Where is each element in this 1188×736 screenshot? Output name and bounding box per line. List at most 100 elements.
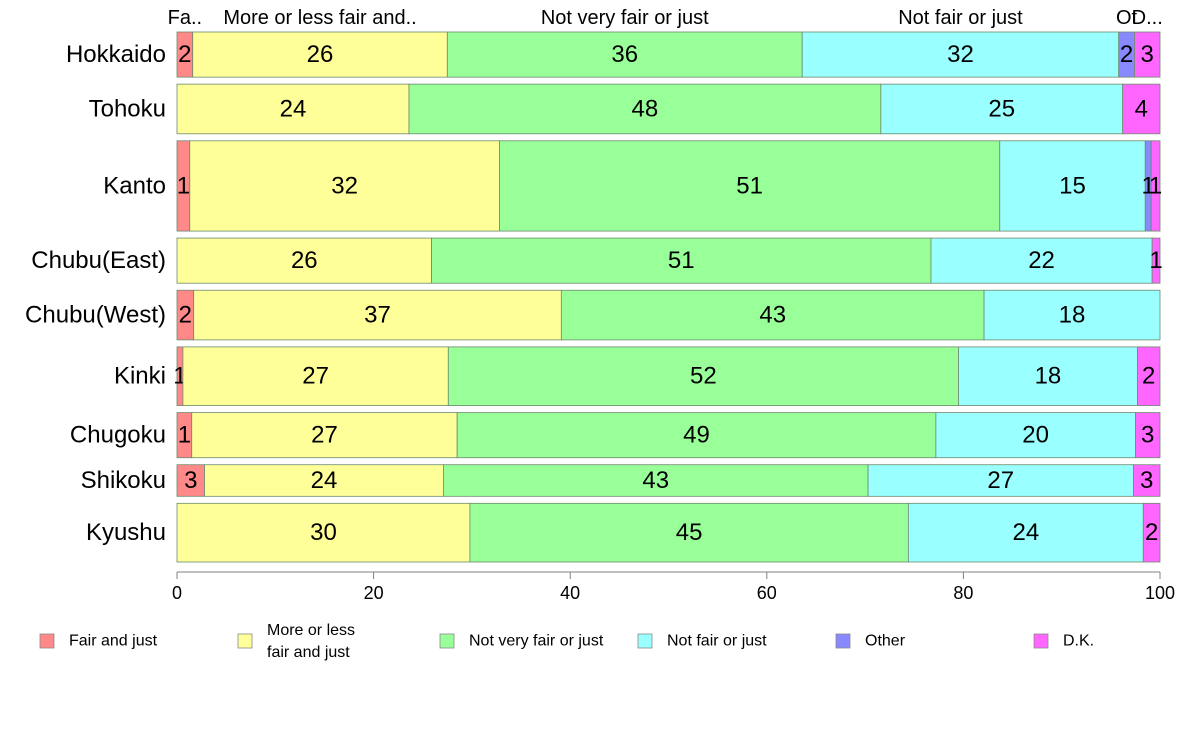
data-label: 26 — [307, 41, 334, 68]
data-label: 43 — [642, 467, 669, 494]
data-label: 36 — [611, 41, 638, 68]
data-label: 3 — [184, 467, 197, 494]
x-axis: 0 20 40 60 80 100 — [172, 571, 1175, 603]
bar-segment-not-fair-or-just — [999, 140, 1146, 232]
data-label: 18 — [1059, 302, 1086, 329]
bar-segment-not-very-fair-or-just — [456, 412, 937, 459]
tick-label: 40 — [560, 583, 580, 603]
data-label: 26 — [291, 247, 318, 274]
data-label: 51 — [668, 247, 695, 274]
legend-item-more-or-less-fair-and-just: More or less fair and just — [237, 622, 355, 661]
legend-swatch — [835, 633, 851, 649]
data-label: 15 — [1059, 172, 1086, 199]
row-shikoku: Shikoku 3 24 43 27 3 — [81, 464, 1161, 497]
data-label: 24 — [311, 467, 338, 494]
tick-label: 100 — [1145, 583, 1175, 603]
tick-label: 60 — [757, 583, 777, 603]
bar-segment-d-k — [1150, 140, 1161, 232]
row-kyushu: Kyushu 30 45 24 2 — [86, 502, 1161, 563]
legend-item-not-fair-or-just: Not fair or just — [637, 633, 767, 650]
bar-segment-fair-and-just — [176, 464, 205, 497]
bar-segment-not-fair-or-just — [867, 464, 1134, 497]
data-label: 2 — [1145, 519, 1158, 546]
column-label: More or less fair and.. — [223, 7, 416, 29]
legend-swatch — [1033, 633, 1049, 649]
category-label: Tohoku — [89, 95, 166, 122]
row-hokkaido: Hokkaido 2 26 36 32 2 3 — [66, 31, 1161, 78]
bar-segment-more-or-less-fair-and-just — [176, 83, 410, 135]
bar-segment-not-fair-or-just — [801, 31, 1120, 78]
data-label: 3 — [1141, 41, 1154, 68]
bar-segment-not-very-fair-or-just — [408, 83, 882, 135]
legend-label: Not very fair or just — [469, 633, 604, 650]
legend-label: Not fair or just — [667, 633, 767, 650]
legend-item-other: Other — [835, 633, 906, 650]
data-label: 32 — [947, 41, 974, 68]
bar-segment-d-k — [1134, 31, 1161, 78]
bar-segment-not-very-fair-or-just — [442, 464, 869, 497]
bar-segment-more-or-less-fair-and-just — [182, 346, 449, 406]
data-label: 2 — [1120, 41, 1133, 68]
legend-swatch — [439, 633, 455, 649]
data-label: 25 — [988, 95, 1015, 122]
bar-segment-d-k — [1151, 237, 1161, 284]
legend-swatch — [39, 633, 55, 649]
data-label: 4 — [1135, 95, 1148, 122]
column-label: Not very fair or just — [541, 7, 709, 29]
tick-label: 20 — [364, 583, 384, 603]
data-label: 22 — [1028, 247, 1055, 274]
bar-segment-not-very-fair-or-just — [499, 140, 1001, 232]
category-label: Kyushu — [86, 519, 166, 546]
data-label: 1 — [177, 172, 190, 199]
category-label: Shikoku — [81, 467, 166, 494]
data-label: 2 — [179, 302, 192, 329]
data-label: 24 — [280, 95, 307, 122]
bar-segment-not-very-fair-or-just — [447, 346, 959, 406]
data-label: 1 — [178, 422, 191, 449]
bar-segment-more-or-less-fair-and-just — [176, 237, 432, 284]
row-kinki: Kinki 1 27 52 18 2 — [114, 346, 1161, 406]
data-label: 27 — [987, 467, 1014, 494]
bar-segment-not-very-fair-or-just — [431, 237, 932, 284]
data-label: 32 — [331, 172, 358, 199]
legend: Fair and just More or less fair and just No… — [39, 622, 1094, 661]
data-label: 3 — [1140, 467, 1153, 494]
bar-segment-not-very-fair-or-just — [560, 289, 985, 341]
bar-segment-more-or-less-fair-and-just — [204, 464, 444, 497]
bar-segment-not-fair-or-just — [935, 412, 1136, 459]
legend-swatch — [237, 633, 253, 649]
legend-label: Fair and just — [69, 633, 158, 650]
data-label: 37 — [364, 302, 391, 329]
bar-segment-more-or-less-fair-and-just — [189, 140, 500, 232]
bar-segment-more-or-less-fair-and-just — [191, 412, 458, 459]
bar-segment-d-k — [1135, 412, 1161, 459]
category-label: Chugoku — [70, 422, 166, 449]
row-kanto: Kanto 1 32 51 15 11 — [103, 140, 1162, 232]
data-label: 27 — [302, 363, 329, 390]
data-label: 2 — [1142, 363, 1155, 390]
column-label: Not fair or just — [898, 7, 1023, 29]
legend-item-fair-and-just: Fair and just — [39, 633, 158, 650]
bar-segment-d-k — [1133, 464, 1161, 497]
legend-label: Other — [865, 633, 906, 650]
legend-swatch — [637, 633, 653, 649]
category-label: Chubu(West) — [25, 302, 166, 329]
data-label: 48 — [632, 95, 659, 122]
data-label: 49 — [683, 422, 710, 449]
tick-label: 80 — [953, 583, 973, 603]
data-label: 2 — [178, 41, 191, 68]
data-label: 43 — [759, 302, 786, 329]
category-label: Chubu(East) — [31, 247, 166, 274]
data-label: 45 — [676, 519, 703, 546]
column-label: D... — [1132, 7, 1163, 29]
legend-label: D.K. — [1063, 633, 1094, 650]
bar-segment-not-fair-or-just — [880, 83, 1124, 135]
bar-segment-d-k — [1136, 346, 1161, 406]
row-chubu-east: Chubu(East) 26 51 22 1 — [31, 237, 1163, 284]
bar-segment-more-or-less-fair-and-just — [193, 289, 562, 341]
data-label: 52 — [690, 363, 717, 390]
bar-segment-not-fair-or-just — [930, 237, 1153, 284]
data-label: 24 — [1012, 519, 1039, 546]
bar-segment-more-or-less-fair-and-just — [176, 502, 471, 563]
